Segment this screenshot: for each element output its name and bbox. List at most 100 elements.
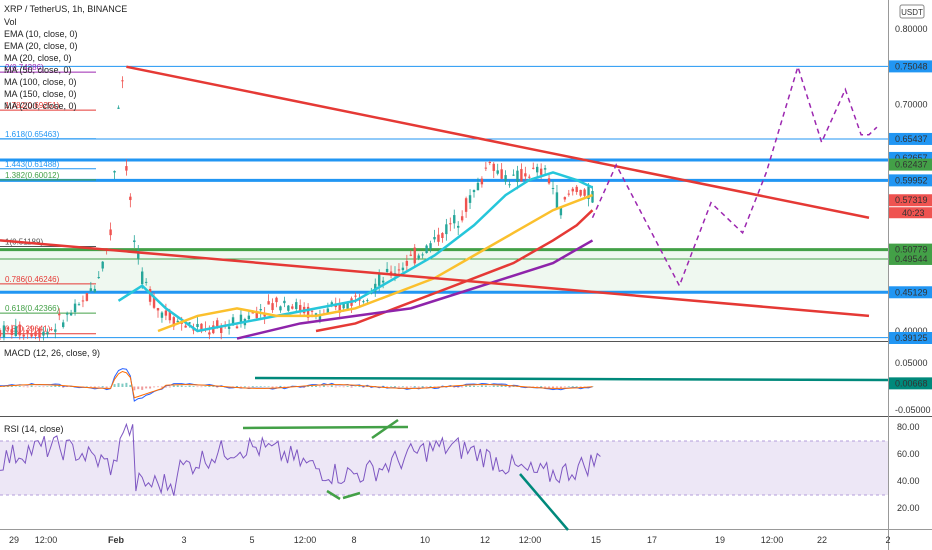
rsi-line: [0, 422, 601, 496]
macd-histogram-bar: [409, 386, 412, 388]
candle-body: [77, 304, 81, 306]
macd-histogram-bar: [315, 385, 317, 387]
candle-body: [144, 281, 148, 283]
candle-body: [6, 327, 10, 330]
price-tick: 0.59952: [895, 175, 928, 185]
macd-histogram-bar: [54, 385, 57, 387]
candle-body: [81, 300, 85, 302]
candle-body: [0, 330, 2, 337]
candle-body: [496, 170, 499, 174]
macd-histogram-bar: [196, 386, 199, 388]
candle-body: [30, 332, 33, 337]
currency-badge[interactable]: [899, 4, 925, 19]
forecast-line: [591, 64, 878, 288]
macd-histogram-bar: [192, 386, 195, 387]
macd-histogram-bar: [26, 386, 29, 388]
candle-body: [287, 305, 290, 311]
rsi-tick: 60.00: [897, 449, 920, 459]
support-zone: [0, 249, 888, 292]
candle-body: [508, 184, 511, 186]
candle-body: [38, 328, 41, 338]
candle-body: [460, 216, 464, 221]
macd-histogram-bar: [401, 386, 404, 387]
trendlines: [0, 65, 870, 318]
macd-histogram-bar: [453, 386, 456, 388]
candle-body: [421, 254, 424, 256]
price-tag: [889, 132, 932, 145]
macd-histogram-bar: [137, 386, 140, 390]
candle-body: [188, 322, 191, 324]
rsi-annotation-rise: [371, 418, 399, 440]
price-axis[interactable]: 0.80000 0.75048 0.70000 0.65437 0.626570.624…: [889, 24, 932, 513]
macd-histogram-bar: [101, 386, 104, 387]
candle-body: [152, 297, 156, 308]
macd-histogram-bar: [6, 385, 9, 387]
candle-body: [121, 80, 124, 82]
indicator-legend: Vol EMA (10, close, 0) EMA (20, close, 0) M…: [4, 17, 78, 111]
time-tick: 12:00: [761, 535, 784, 545]
candle-body: [500, 169, 503, 179]
candle-body: [89, 288, 93, 292]
macd-histogram-bar: [46, 386, 49, 387]
macd-histogram-bar: [567, 386, 570, 387]
price-tag: [889, 194, 932, 207]
fib-label: 1.618(0.65463): [5, 130, 60, 139]
macd-histogram-bar: [544, 386, 547, 388]
candle-body: [69, 313, 73, 316]
candle-body: [62, 322, 65, 327]
macd-histogram-bar: [259, 386, 262, 387]
price-tag: [889, 243, 932, 256]
macd-histogram-bar: [465, 385, 468, 387]
trendline: [0, 239, 870, 318]
macd-histogram-bar: [157, 386, 159, 388]
price-tick: 0.45129: [895, 287, 928, 297]
macd-tag: [889, 377, 932, 390]
macd-annotation: [254, 376, 889, 382]
macd-histogram-bar: [168, 386, 171, 388]
macd-histogram-bar: [212, 386, 215, 387]
price-tick: 0.39125: [895, 333, 928, 343]
candle-body: [338, 304, 341, 313]
legend-item: EMA (10, close, 0): [4, 29, 78, 39]
macd-histogram-bar: [204, 386, 207, 387]
candle-body: [346, 303, 349, 309]
time-axis[interactable]: 29 12:00 Feb 3 5 12:00 8 10 12 12:00 15 17 19 12:00 22…: [9, 535, 891, 545]
candle-body: [73, 303, 77, 313]
time-tick: 12:00: [519, 535, 542, 545]
macd-histogram-bar: [42, 386, 45, 388]
price-tick: 0.75048: [895, 61, 928, 71]
candle-body: [437, 234, 440, 242]
macd-histogram-bar: [176, 385, 179, 387]
candle-body: [306, 306, 310, 318]
candle-body: [401, 267, 405, 271]
time-tick: 2: [885, 535, 890, 545]
candle-body: [405, 260, 409, 266]
time-tick: 29: [9, 535, 19, 545]
candle-body: [445, 224, 448, 235]
candle-body: [164, 310, 168, 316]
price-tick: 0.70000: [895, 100, 928, 110]
candle-body: [247, 315, 251, 320]
rsi-tick: 40.00: [897, 476, 920, 486]
candle-body: [472, 190, 476, 193]
time-tick: Feb: [108, 535, 125, 545]
macd-histogram-bar: [180, 385, 183, 387]
price-tick: 0.62657: [895, 153, 928, 163]
macd-histogram-bar: [457, 386, 460, 388]
candle-body: [137, 249, 140, 259]
candle-body: [263, 313, 266, 317]
macd-histogram-bar: [504, 385, 507, 387]
macd-histogram-bar: [425, 386, 428, 388]
macd-histogram-bar: [62, 386, 65, 388]
candle-body: [133, 240, 136, 243]
rsi-annotation-down: [519, 473, 569, 531]
candle-body: [453, 215, 456, 224]
fib-label: 1.782(0.69251): [5, 101, 60, 110]
macd-histogram-bar: [172, 385, 175, 387]
macd-histogram-bar: [243, 386, 246, 387]
candle-body: [449, 223, 452, 225]
candle-body: [58, 313, 61, 316]
macd-histogram-bar: [362, 386, 365, 388]
time-tick: 8: [351, 535, 356, 545]
